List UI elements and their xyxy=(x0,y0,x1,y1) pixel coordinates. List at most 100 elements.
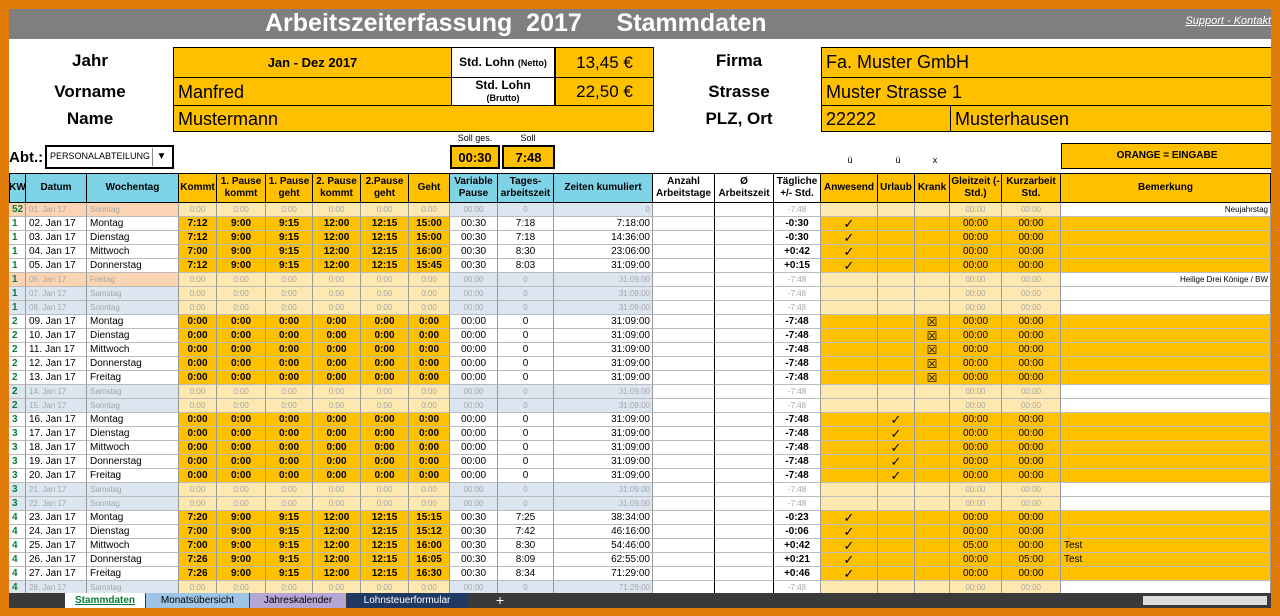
cell-geht[interactable]: 0:00 xyxy=(409,427,450,441)
cell-bemerkung[interactable] xyxy=(1061,441,1271,455)
cell-kurzarbeit[interactable]: 00:00 xyxy=(1002,231,1061,245)
cell-gleitzeit[interactable]: 00:00 xyxy=(950,567,1002,581)
cell-urlaub[interactable] xyxy=(878,329,915,343)
strasse-field[interactable]: Muster Strasse 1 xyxy=(821,77,1271,106)
cell-gleitzeit[interactable]: 00:00 xyxy=(950,427,1002,441)
cell-bemerkung[interactable] xyxy=(1061,483,1271,497)
cell-kurzarbeit[interactable]: 00:00 xyxy=(1002,469,1061,483)
cell-pause2-kommt[interactable]: 0:00 xyxy=(313,455,361,469)
cell-urlaub[interactable] xyxy=(878,497,915,511)
cell-urlaub[interactable] xyxy=(878,287,915,301)
cell-pause1-geht[interactable]: 0:00 xyxy=(266,301,313,315)
cell-kurzarbeit[interactable]: 00:00 xyxy=(1002,343,1061,357)
cell-pause1-geht[interactable]: 0:00 xyxy=(266,385,313,399)
cell-krank[interactable] xyxy=(915,301,950,315)
cell-anwesend[interactable] xyxy=(821,385,878,399)
cell-anwesend[interactable]: ✓ xyxy=(821,553,878,567)
cell-anwesend[interactable] xyxy=(821,441,878,455)
cell-geht[interactable]: 15:00 xyxy=(409,231,450,245)
cell-anwesend[interactable] xyxy=(821,301,878,315)
cell-krank[interactable] xyxy=(915,511,950,525)
cell-bemerkung[interactable] xyxy=(1061,217,1271,231)
cell-bemerkung[interactable] xyxy=(1061,511,1271,525)
cell-anwesend[interactable] xyxy=(821,203,878,217)
cell-urlaub[interactable]: ✓ xyxy=(878,413,915,427)
cell-pause1-kommt[interactable]: 9:00 xyxy=(217,231,266,245)
cell-kurzarbeit[interactable]: 00:00 xyxy=(1002,329,1061,343)
cell-bemerkung[interactable] xyxy=(1061,497,1271,511)
cell-geht[interactable]: 16:00 xyxy=(409,245,450,259)
cell-krank[interactable] xyxy=(915,427,950,441)
cell-geht[interactable]: 16:30 xyxy=(409,567,450,581)
cell-bemerkung[interactable] xyxy=(1061,469,1271,483)
tab-stammdaten[interactable]: Stammdaten xyxy=(65,593,145,608)
cell-pause2-kommt[interactable]: 12:00 xyxy=(313,525,361,539)
cell-anwesend[interactable] xyxy=(821,315,878,329)
cell-gleitzeit[interactable]: 00:00 xyxy=(950,385,1002,399)
cell-kurzarbeit[interactable]: 00:00 xyxy=(1002,217,1061,231)
tab-monatsuebersicht[interactable]: Monatsübersicht xyxy=(146,593,249,608)
cell-gleitzeit[interactable]: 00:00 xyxy=(950,413,1002,427)
cell-pause2-geht[interactable]: 0:00 xyxy=(361,371,409,385)
cell-pause1-geht[interactable]: 0:00 xyxy=(266,413,313,427)
cell-urlaub[interactable]: ✓ xyxy=(878,455,915,469)
cell-kurzarbeit[interactable]: 00:00 xyxy=(1002,371,1061,385)
cell-anwesend[interactable]: ✓ xyxy=(821,567,878,581)
cell-geht[interactable]: 16:05 xyxy=(409,553,450,567)
cell-urlaub[interactable] xyxy=(878,357,915,371)
cell-bemerkung[interactable] xyxy=(1061,399,1271,413)
cell-kurzarbeit[interactable]: 00:00 xyxy=(1002,525,1061,539)
cell-urlaub[interactable] xyxy=(878,203,915,217)
cell-pause2-kommt[interactable]: 0:00 xyxy=(313,427,361,441)
cell-kommt[interactable]: 0:00 xyxy=(179,497,217,511)
cell-krank[interactable]: ☒ xyxy=(915,329,950,343)
cell-urlaub[interactable]: ✓ xyxy=(878,469,915,483)
cell-pause1-geht[interactable]: 0:00 xyxy=(266,469,313,483)
cell-kurzarbeit[interactable]: 00:00 xyxy=(1002,441,1061,455)
cell-gleitzeit[interactable]: 00:00 xyxy=(950,217,1002,231)
cell-krank[interactable] xyxy=(915,553,950,567)
cell-pause1-kommt[interactable]: 0:00 xyxy=(217,497,266,511)
cell-pause1-geht[interactable]: 9:15 xyxy=(266,539,313,553)
cell-urlaub[interactable] xyxy=(878,385,915,399)
cell-pause1-geht[interactable]: 0:00 xyxy=(266,483,313,497)
cell-pause2-geht[interactable]: 0:00 xyxy=(361,455,409,469)
cell-bemerkung[interactable] xyxy=(1061,259,1271,273)
cell-pause1-kommt[interactable]: 0:00 xyxy=(217,427,266,441)
cell-gleitzeit[interactable]: 00:00 xyxy=(950,245,1002,259)
cell-pause1-kommt[interactable]: 9:00 xyxy=(217,217,266,231)
cell-anwesend[interactable]: ✓ xyxy=(821,525,878,539)
cell-kommt[interactable]: 0:00 xyxy=(179,301,217,315)
cell-pause2-kommt[interactable]: 12:00 xyxy=(313,553,361,567)
cell-urlaub[interactable] xyxy=(878,259,915,273)
cell-geht[interactable]: 0:00 xyxy=(409,399,450,413)
cell-pause1-kommt[interactable]: 0:00 xyxy=(217,469,266,483)
cell-gleitzeit[interactable]: 00:00 xyxy=(950,231,1002,245)
cell-pause2-kommt[interactable]: 12:00 xyxy=(313,567,361,581)
cell-geht[interactable]: 0:00 xyxy=(409,343,450,357)
cell-urlaub[interactable] xyxy=(878,483,915,497)
jahr-value[interactable]: Jan - Dez 2017 xyxy=(173,47,452,78)
cell-pause2-geht[interactable]: 0:00 xyxy=(361,329,409,343)
cell-geht[interactable]: 15:00 xyxy=(409,217,450,231)
cell-geht[interactable]: 0:00 xyxy=(409,357,450,371)
cell-pause2-kommt[interactable]: 0:00 xyxy=(313,371,361,385)
cell-urlaub[interactable]: ✓ xyxy=(878,441,915,455)
cell-krank[interactable] xyxy=(915,259,950,273)
cell-pause2-geht[interactable]: 0:00 xyxy=(361,301,409,315)
tab-jahreskalender[interactable]: Jahreskalender xyxy=(250,593,346,608)
cell-kurzarbeit[interactable]: 00:00 xyxy=(1002,245,1061,259)
soll-value[interactable]: 7:48 xyxy=(502,145,555,169)
cell-pause1-kommt[interactable]: 0:00 xyxy=(217,315,266,329)
cell-urlaub[interactable] xyxy=(878,399,915,413)
cell-pause1-geht[interactable]: 0:00 xyxy=(266,273,313,287)
cell-kurzarbeit[interactable]: 00:00 xyxy=(1002,287,1061,301)
add-sheet-button[interactable]: + xyxy=(495,592,505,608)
cell-gleitzeit[interactable]: 00:00 xyxy=(950,259,1002,273)
cell-pause2-geht[interactable]: 0:00 xyxy=(361,357,409,371)
cell-anwesend[interactable] xyxy=(821,343,878,357)
cell-gleitzeit[interactable]: 00:00 xyxy=(950,441,1002,455)
cell-bemerkung[interactable] xyxy=(1061,525,1271,539)
cell-pause1-kommt[interactable]: 9:00 xyxy=(217,567,266,581)
cell-bemerkung[interactable] xyxy=(1061,315,1271,329)
